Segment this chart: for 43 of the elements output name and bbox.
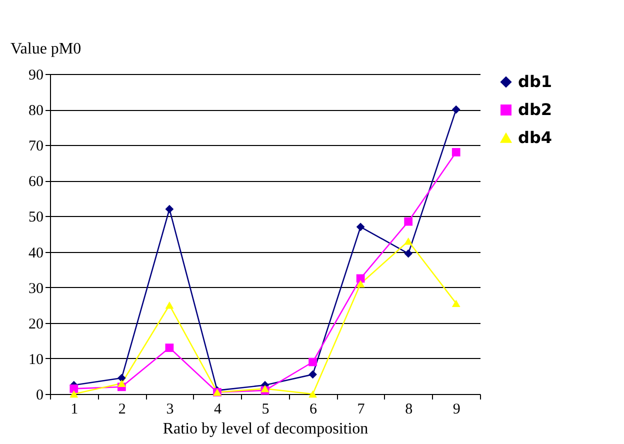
- y-tick-label: 0: [36, 388, 44, 404]
- point: [117, 374, 126, 382]
- point: [356, 222, 365, 232]
- point: [308, 390, 317, 398]
- point: [452, 105, 460, 114]
- x-tick-label: 7: [357, 402, 366, 418]
- legend-label: db2: [518, 100, 552, 119]
- x-tick-label: 5: [262, 402, 270, 418]
- legend-label: db1: [518, 72, 552, 91]
- y-tick-label: 20: [28, 316, 44, 332]
- point: [260, 385, 270, 392]
- point: [452, 148, 460, 156]
- x-tick-label: 9: [452, 402, 460, 418]
- point: [356, 280, 365, 288]
- x-tick-label: 6: [310, 402, 318, 418]
- legend-label: db4: [518, 128, 552, 147]
- point: [308, 358, 317, 366]
- point: [404, 237, 413, 245]
- y-tick-label: 70: [28, 138, 44, 155]
- x-tick-label: 2: [118, 402, 126, 418]
- y-tick-label: 90: [28, 68, 44, 84]
- point: [70, 384, 78, 393]
- point: [165, 344, 174, 352]
- y-tick-label: 50: [28, 210, 44, 226]
- y-tick-label: 80: [28, 103, 44, 120]
- y-tick-label: 30: [28, 280, 44, 297]
- x-tick-label: 4: [214, 402, 222, 418]
- y-axis-title: Value pM0: [10, 40, 82, 58]
- point: [308, 370, 317, 379]
- x-tick-label: 8: [405, 402, 413, 418]
- x-tick-label: 3: [166, 402, 174, 418]
- point: [165, 301, 174, 309]
- point: [452, 300, 460, 307]
- point: [404, 217, 413, 226]
- x-tick-label: 1: [70, 402, 78, 418]
- y-tick-label: 40: [28, 245, 44, 262]
- x-axis-title: Ratio by level of decomposition: [162, 420, 368, 438]
- point: [404, 249, 413, 258]
- point: [165, 204, 174, 214]
- y-tick-label: 60: [28, 174, 44, 190]
- point: [117, 380, 126, 387]
- y-tick-label: 10: [28, 352, 44, 368]
- point: [70, 390, 78, 398]
